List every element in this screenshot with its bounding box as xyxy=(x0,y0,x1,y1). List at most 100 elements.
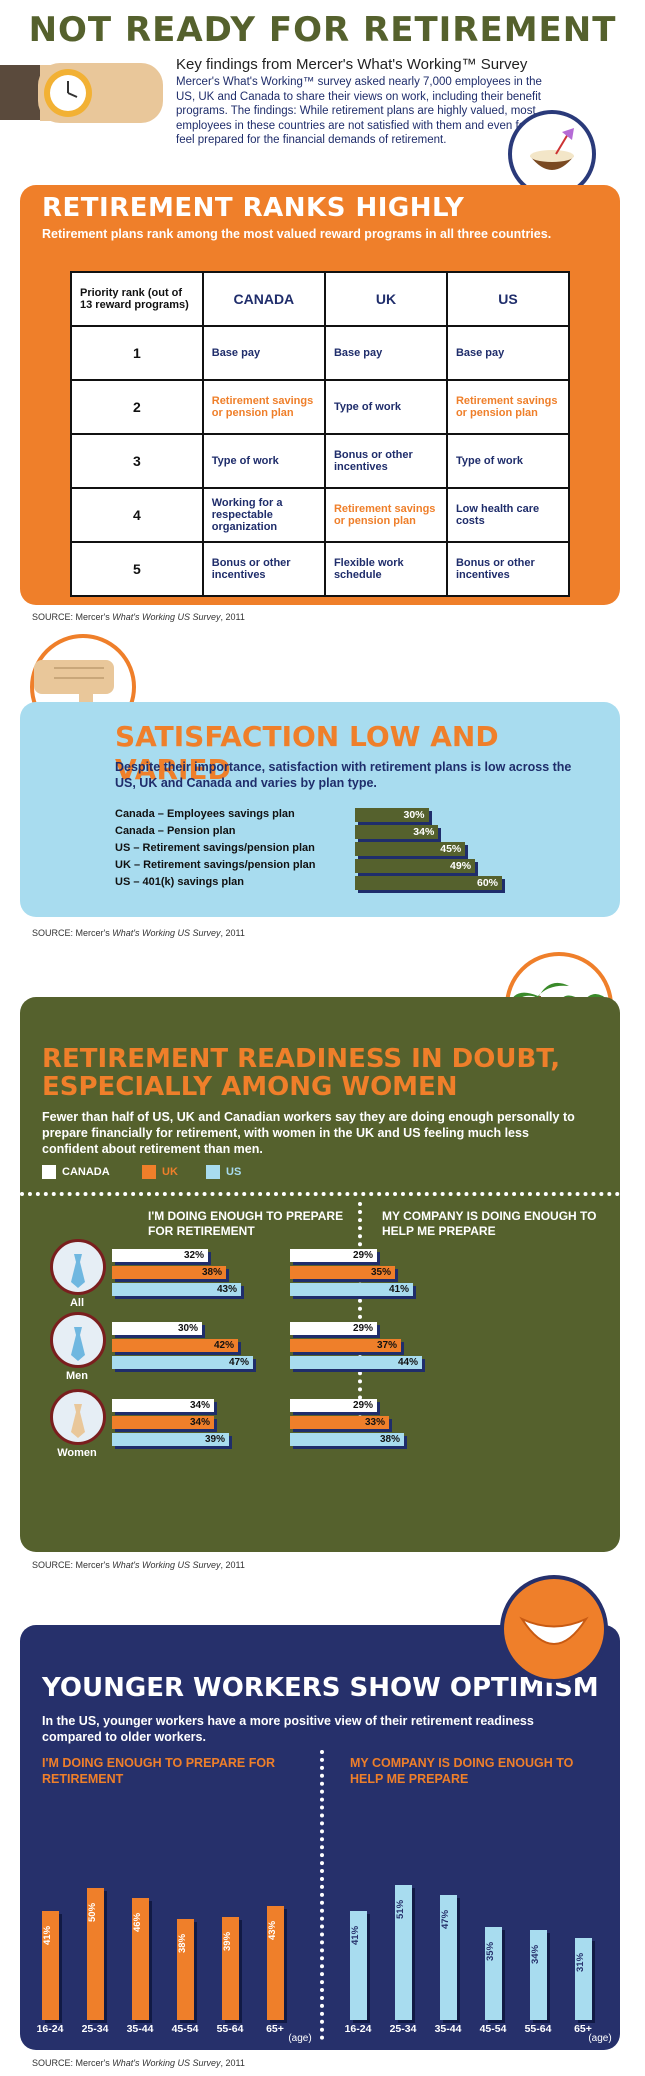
tie-icon xyxy=(50,1239,106,1295)
table-cell: Base pay xyxy=(201,325,326,381)
watch-icon xyxy=(0,63,163,123)
bar-value-label: 43% xyxy=(267,1921,278,1941)
section-title: RETIREMENT RANKS HIGHLY xyxy=(42,193,465,223)
bar-value-label: 60% xyxy=(476,877,498,889)
legend-swatch-uk xyxy=(142,1165,156,1179)
table-row: 1 Base pay Base pay Base pay xyxy=(70,325,571,381)
bar xyxy=(267,1906,284,2020)
rank-cell: 2 xyxy=(70,379,204,435)
column-heading: I'M DOING ENOUGH TO PREPARE FOR RETIREME… xyxy=(42,1756,276,1786)
bar-value-label: 49% xyxy=(450,860,472,872)
legend-label: UK xyxy=(162,1166,178,1178)
category-label: 65+ xyxy=(574,2023,592,2035)
bar-value-label: 50% xyxy=(87,1902,98,1922)
age-note: (age) xyxy=(288,2033,312,2044)
bar-value-label: 38% xyxy=(201,1267,222,1278)
bar-value-label: 46% xyxy=(132,1913,143,1933)
column-heading: MY COMPANY IS DOING ENOUGH TO HELP ME PR… xyxy=(382,1209,597,1238)
section-subtitle: Retirement plans rank among the most val… xyxy=(42,227,552,241)
bar xyxy=(485,1927,502,2020)
readiness-panel: RETIREMENT READINESS IN DOUBT, ESPECIALL… xyxy=(20,997,620,1552)
table-cell: Bonus or other incentives xyxy=(445,541,571,597)
table-cell: Retirement savings or pension plan xyxy=(201,379,326,435)
table-row: 5 Bonus or other incentives Flexible wor… xyxy=(70,541,571,597)
bar xyxy=(112,1416,214,1429)
bar-value-label: 41% xyxy=(388,1284,409,1295)
bar xyxy=(112,1356,253,1369)
bar-value-label: 29% xyxy=(352,1250,373,1261)
table-cell: Retirement savings or pension plan xyxy=(445,379,571,435)
bar xyxy=(290,1433,404,1446)
tie-icon xyxy=(50,1389,106,1445)
source-note: SOURCE: Mercer's What's Working US Surve… xyxy=(32,2058,245,2068)
bar xyxy=(355,825,439,839)
bar xyxy=(112,1339,238,1352)
bar xyxy=(112,1399,214,1412)
smile-icon xyxy=(500,1575,608,1683)
rank-cell: 5 xyxy=(70,541,204,597)
bar-value-label: 51% xyxy=(395,1899,406,1919)
table-cell: Type of work xyxy=(201,433,326,489)
category-label: 45-54 xyxy=(171,2023,199,2035)
category-label: 25-34 xyxy=(81,2023,109,2035)
ranks-table: Priority rank (out of 13 reward programs… xyxy=(70,271,571,597)
rank-cell: 1 xyxy=(70,325,204,381)
table-cell: Type of work xyxy=(323,379,448,435)
bar xyxy=(290,1249,377,1262)
bar xyxy=(222,1916,239,2020)
bar-value-label: 44% xyxy=(397,1357,418,1368)
bar xyxy=(290,1322,377,1335)
category-label: 45-54 xyxy=(479,2023,507,2035)
younger-workers-panel: YOUNGER WORKERS SHOW OPTIMISM In the US,… xyxy=(20,1625,620,2050)
bar-value-label: 29% xyxy=(352,1400,373,1411)
bar xyxy=(355,859,476,873)
bar-value-label: 43% xyxy=(216,1284,237,1295)
category-label: 35-44 xyxy=(434,2023,462,2035)
group-label: All xyxy=(69,1297,85,1309)
bar-value-label: 34% xyxy=(189,1417,210,1428)
bar xyxy=(290,1416,389,1429)
table-header-cell: CANADA xyxy=(201,271,326,327)
bar xyxy=(575,1937,592,2020)
bar xyxy=(42,1911,59,2020)
retirement-ranks-panel: RETIREMENT RANKS HIGHLY Retirement plans… xyxy=(20,185,620,605)
bar xyxy=(290,1283,413,1296)
table-row: 3 Type of work Bonus or other incentives… xyxy=(70,433,571,489)
bar-value-label: 34% xyxy=(189,1400,210,1411)
bar-label: Canada – Pension plan xyxy=(115,825,236,837)
bar-value-label: 39% xyxy=(222,1931,233,1951)
table-row: 4 Working for a respectable organization… xyxy=(70,487,571,543)
bar-value-label: 47% xyxy=(228,1357,249,1368)
group-label: Women xyxy=(57,1447,97,1459)
bar xyxy=(355,876,502,890)
category-label: 16-24 xyxy=(36,2023,64,2035)
divider xyxy=(20,1192,620,1196)
source-note: SOURCE: Mercer's What's Working US Surve… xyxy=(32,1560,245,1570)
table-header-cell: US xyxy=(445,271,571,327)
bar-value-label: 47% xyxy=(440,1910,451,1930)
rank-cell: 3 xyxy=(70,433,204,489)
bar-value-label: 35% xyxy=(485,1942,496,1962)
bar xyxy=(112,1433,229,1446)
category-label: 35-44 xyxy=(126,2023,154,2035)
section-subtitle: In the US, younger workers have a more p… xyxy=(42,1714,534,1744)
group-label: Men xyxy=(66,1370,88,1382)
intro-body: Mercer's What's Working™ survey asked ne… xyxy=(176,76,544,146)
bar-value-label: 41% xyxy=(42,1926,53,1946)
category-label: 55-64 xyxy=(524,2023,552,2035)
table-cell: Bonus or other incentives xyxy=(201,541,326,597)
page-title: NOT READY FOR RETIREMENT xyxy=(28,10,617,50)
bar xyxy=(290,1339,401,1352)
bar xyxy=(290,1399,377,1412)
table-cell: Retirement savings or pension plan xyxy=(323,487,448,543)
bar xyxy=(132,1898,149,2020)
bar-label: US – Retirement savings/pension plan xyxy=(115,842,315,854)
table-cell: Working for a respectable organization xyxy=(201,487,326,543)
table-cell: Base pay xyxy=(445,325,571,381)
legend-label: US xyxy=(226,1166,242,1178)
bar xyxy=(112,1266,226,1279)
intro-heading: Key findings from Mercer's What's Workin… xyxy=(176,56,528,73)
section-title: RETIREMENT READINESS IN DOUBT, ESPECIALL… xyxy=(42,1044,561,1102)
table-cell: Base pay xyxy=(323,325,448,381)
bar-value-label: 34% xyxy=(530,1944,541,1964)
